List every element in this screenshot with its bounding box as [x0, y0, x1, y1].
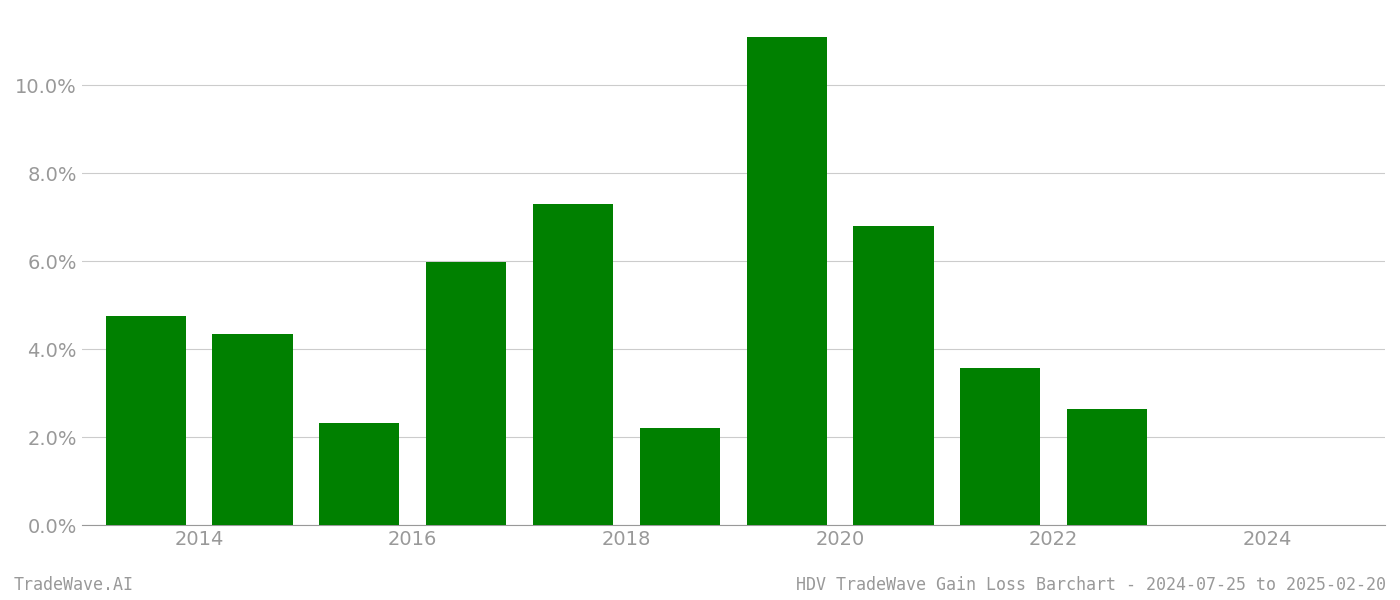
Bar — [854, 226, 934, 525]
Bar — [640, 428, 720, 525]
Bar — [213, 334, 293, 525]
Bar — [319, 423, 399, 525]
Text: HDV TradeWave Gain Loss Barchart - 2024-07-25 to 2025-02-20: HDV TradeWave Gain Loss Barchart - 2024-… — [797, 576, 1386, 594]
Bar — [960, 368, 1040, 525]
Text: TradeWave.AI: TradeWave.AI — [14, 576, 134, 594]
Bar — [533, 204, 613, 525]
Bar — [746, 37, 827, 525]
Bar — [105, 316, 186, 525]
Bar — [1067, 409, 1147, 525]
Bar — [426, 262, 507, 525]
